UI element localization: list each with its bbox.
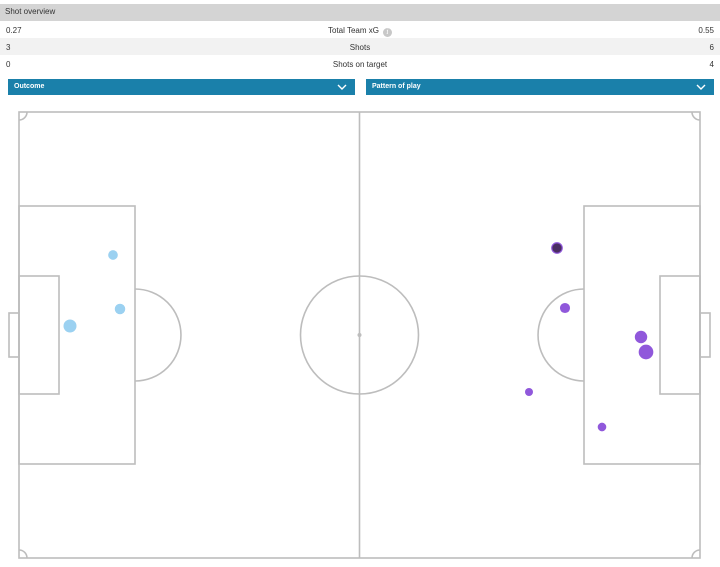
home-xg-value: 0.27	[6, 26, 22, 35]
pitch-lines	[8, 111, 711, 559]
xg-label: Total Team xG	[328, 26, 379, 35]
pattern-of-play-dropdown[interactable]: Pattern of play	[366, 79, 714, 95]
shot-overview-title: Shot overview	[5, 7, 56, 16]
center-spot	[357, 333, 362, 337]
away-shots-value: 6	[709, 43, 714, 52]
right-penalty-arc	[537, 288, 585, 382]
center-circle	[299, 275, 420, 395]
away-xg-value: 0.55	[698, 26, 714, 35]
away-sot-value: 4	[709, 60, 714, 69]
left-six-yard-box	[18, 275, 60, 395]
outcome-dropdown[interactable]: Outcome	[8, 79, 355, 95]
shots-label: Shots	[349, 43, 371, 52]
shot-overview-header: Shot overview	[0, 4, 720, 21]
outcome-dropdown-label: Outcome	[14, 83, 45, 90]
home-shot-marker[interactable]	[63, 319, 77, 333]
corner-arc-br	[691, 549, 701, 559]
shots-layer	[63, 242, 654, 432]
away-shot-marker[interactable]	[597, 422, 607, 432]
away-shot-marker[interactable]	[525, 388, 533, 396]
away-shot-marker[interactable]	[559, 302, 571, 314]
home-sot-value: 0	[6, 60, 11, 69]
home-shots-value: 3	[6, 43, 11, 52]
stat-row-shots: 3 Shots 6	[0, 38, 720, 55]
away-goal-marker[interactable]	[551, 242, 563, 254]
stat-row-shots-on-target: 0 Shots on target 4	[0, 55, 720, 72]
xg-label-wrap: Total Team xG i	[0, 26, 720, 37]
pitch	[8, 111, 711, 559]
right-six-yard-box	[659, 275, 701, 395]
left-penalty-area	[18, 205, 136, 465]
home-shot-marker[interactable]	[114, 303, 126, 315]
left-goal	[8, 312, 20, 358]
corner-arc-tl	[18, 111, 28, 121]
chevron-down-icon	[696, 84, 706, 90]
stat-row-xg: 0.27 Total Team xG i 0.55	[0, 21, 720, 38]
away-shot-marker[interactable]	[634, 330, 648, 344]
chevron-down-icon	[337, 84, 347, 90]
pattern-dropdown-label: Pattern of play	[372, 83, 421, 90]
info-icon[interactable]: i	[382, 28, 392, 37]
away-shot-marker[interactable]	[638, 344, 654, 360]
home-shot-marker[interactable]	[108, 250, 118, 260]
left-penalty-arc	[134, 288, 182, 382]
right-goal	[699, 312, 711, 358]
corner-arc-tr	[691, 111, 701, 121]
corner-arc-bl	[18, 549, 28, 559]
sot-label: Shots on target	[332, 60, 388, 69]
